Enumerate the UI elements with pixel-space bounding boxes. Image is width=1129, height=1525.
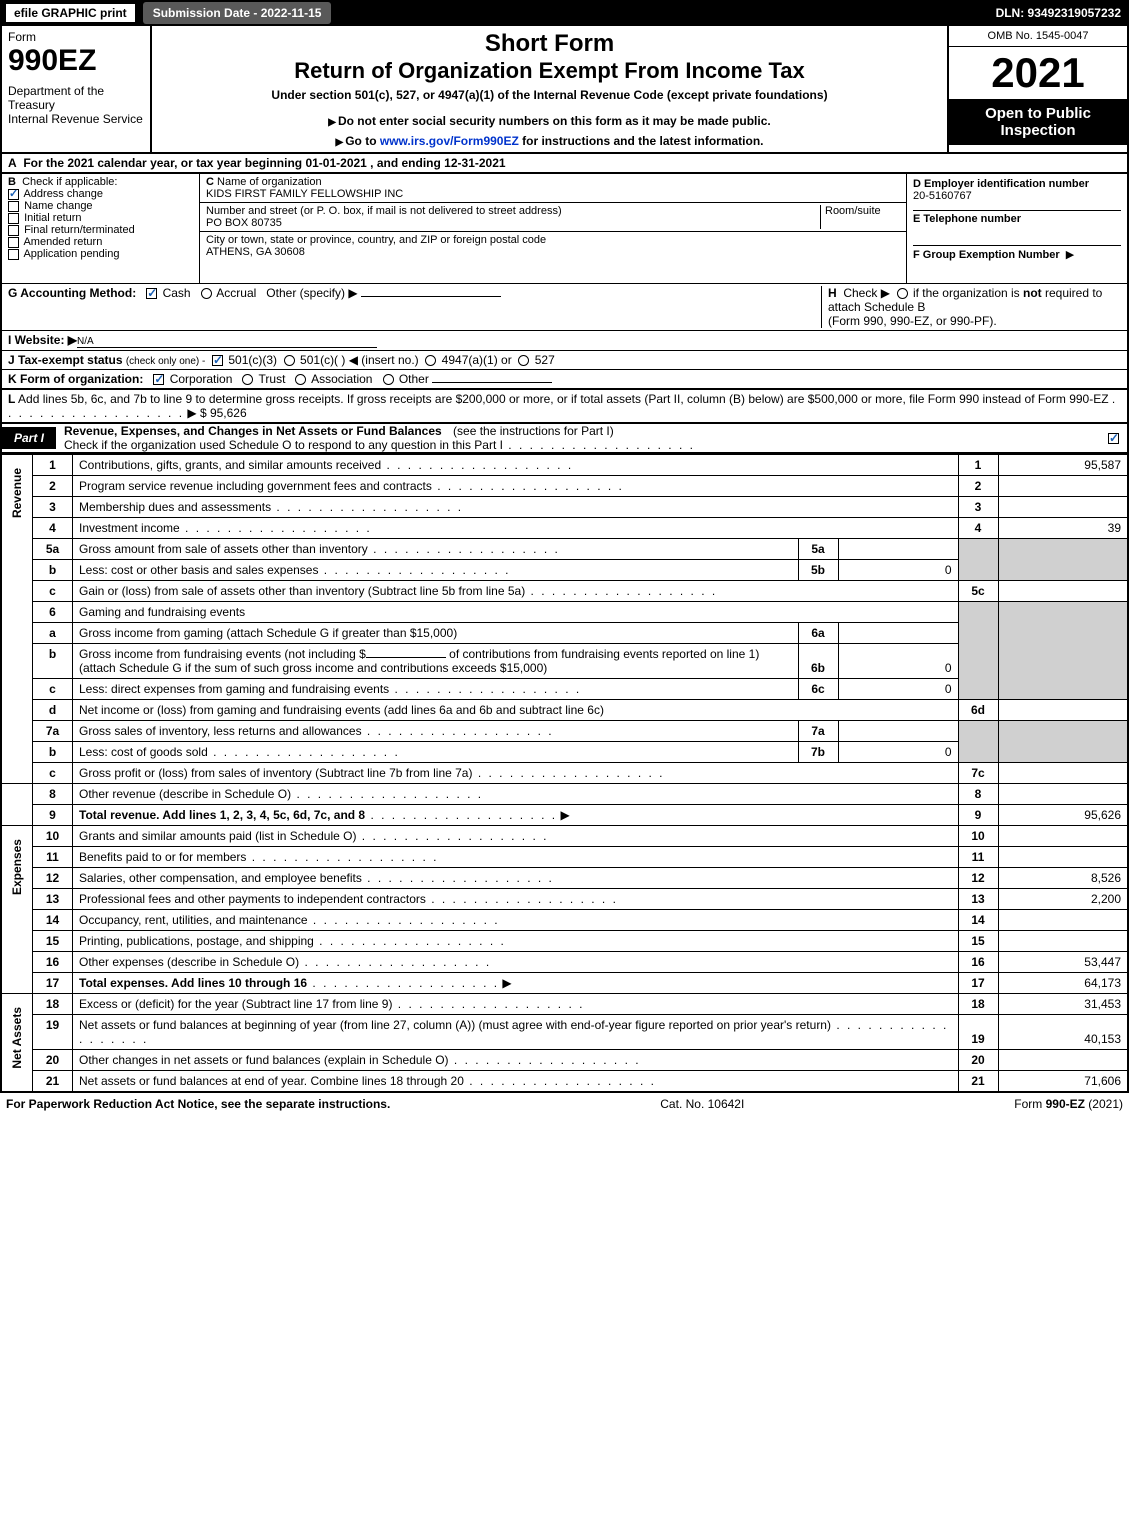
val-12: 8,526 <box>998 868 1128 889</box>
part-i-header: Part I Revenue, Expenses, and Changes in… <box>0 424 1129 454</box>
val-1: 95,587 <box>998 455 1128 476</box>
line-l: L Add lines 5b, 6c, and 7b to line 9 to … <box>0 390 1129 424</box>
main-table: Revenue 1Contributions, gifts, grants, a… <box>0 454 1129 1092</box>
val-16: 53,447 <box>998 952 1128 973</box>
irs-link[interactable]: www.irs.gov/Form990EZ <box>380 134 519 148</box>
form-ref: Form 990-EZ (2021) <box>1014 1097 1123 1111</box>
val-3 <box>998 497 1128 518</box>
other-radio[interactable] <box>383 374 394 385</box>
corp-checkbox[interactable] <box>153 374 164 385</box>
under-section: Under section 501(c), 527, or 4947(a)(1)… <box>160 88 939 102</box>
instr-ssn: Do not enter social security numbers on … <box>160 114 939 128</box>
cat-no: Cat. No. 10642I <box>660 1097 744 1111</box>
form-header: Form 990EZ Department of the Treasury In… <box>0 26 1129 154</box>
dept-treasury: Department of the Treasury <box>8 84 144 112</box>
info-block: B Check if applicable: Address change Na… <box>0 174 1129 284</box>
final-return-checkbox[interactable] <box>8 225 19 236</box>
footer: For Paperwork Reduction Act Notice, see … <box>0 1092 1129 1115</box>
4947-radio[interactable] <box>425 355 436 366</box>
omb-number: OMB No. 1545-0047 <box>949 26 1127 47</box>
val-6b: 0 <box>838 644 958 679</box>
open-public: Open to Public Inspection <box>949 99 1127 145</box>
revenue-vlabel: Revenue <box>8 458 26 528</box>
val-17: 64,173 <box>998 973 1128 994</box>
line-j: J Tax-exempt status (check only one) - 5… <box>0 351 1129 370</box>
col-c: C Name of organization KIDS FIRST FAMILY… <box>200 174 907 283</box>
room-suite: Room/suite <box>820 205 900 229</box>
part-i-check[interactable] <box>1108 433 1119 444</box>
cash-checkbox[interactable] <box>146 288 157 299</box>
val-18: 31,453 <box>998 994 1128 1015</box>
form-number: 990EZ <box>8 44 144 78</box>
line-k: K Form of organization: Corporation Trus… <box>0 370 1129 390</box>
org-name: KIDS FIRST FAMILY FELLOWSHIP INC <box>206 188 403 200</box>
section-a: A For the 2021 calendar year, or tax yea… <box>0 154 1129 174</box>
tax-year: 2021 <box>949 47 1127 99</box>
val-5b: 0 <box>838 560 958 581</box>
addr-change-checkbox[interactable] <box>8 189 19 200</box>
ein: 20-5160767 <box>913 190 972 202</box>
val-11 <box>998 847 1128 868</box>
form-word: Form <box>8 30 144 44</box>
line-g-h: G Accounting Method: Cash Accrual Other … <box>0 284 1129 331</box>
val-6c: 0 <box>838 679 958 700</box>
initial-return-checkbox[interactable] <box>8 213 19 224</box>
val-10 <box>998 826 1128 847</box>
val-14 <box>998 910 1128 931</box>
city: ATHENS, GA 30608 <box>206 246 305 258</box>
part-i-label: Part I <box>2 427 56 449</box>
val-19: 40,153 <box>998 1015 1128 1050</box>
501c3-checkbox[interactable] <box>212 355 223 366</box>
short-form-title: Short Form <box>160 30 939 58</box>
gross-receipts: $ 95,626 <box>200 406 247 420</box>
val-7b: 0 <box>838 742 958 763</box>
amended-return-checkbox[interactable] <box>8 237 19 248</box>
website: N/A <box>77 336 377 348</box>
val-6d <box>998 700 1128 721</box>
return-title: Return of Organization Exempt From Incom… <box>160 58 939 84</box>
val-20 <box>998 1050 1128 1071</box>
expenses-vlabel: Expenses <box>8 829 26 905</box>
trust-radio[interactable] <box>242 374 253 385</box>
val-7c <box>998 763 1128 784</box>
dln: DLN: 93492319057232 <box>996 6 1129 20</box>
val-8 <box>998 784 1128 805</box>
top-bar: efile GRAPHIC print Submission Date - 20… <box>0 0 1129 26</box>
efile-print[interactable]: efile GRAPHIC print <box>4 2 137 24</box>
net-assets-vlabel: Net Assets <box>8 997 26 1079</box>
app-pending-checkbox[interactable] <box>8 249 19 260</box>
val-2 <box>998 476 1128 497</box>
name-change-checkbox[interactable] <box>8 201 19 212</box>
val-21: 71,606 <box>998 1071 1128 1092</box>
val-13: 2,200 <box>998 889 1128 910</box>
accrual-radio[interactable] <box>201 288 212 299</box>
instr-goto: Go to www.irs.gov/Form990EZ for instruct… <box>160 134 939 148</box>
line-i: I Website: ▶N/A <box>0 331 1129 351</box>
val-9: 95,626 <box>998 805 1128 826</box>
val-4: 39 <box>998 518 1128 539</box>
val-5c <box>998 581 1128 602</box>
street: PO BOX 80735 <box>206 217 282 229</box>
col-d: D Employer identification number20-51607… <box>907 174 1127 283</box>
col-b: B Check if applicable: Address change Na… <box>2 174 200 283</box>
paperwork-notice: For Paperwork Reduction Act Notice, see … <box>6 1097 390 1111</box>
527-radio[interactable] <box>518 355 529 366</box>
schedule-b-radio[interactable] <box>897 288 908 299</box>
val-15 <box>998 931 1128 952</box>
501c-radio[interactable] <box>284 355 295 366</box>
submission-date: Submission Date - 2022-11-15 <box>143 2 332 24</box>
irs: Internal Revenue Service <box>8 112 144 126</box>
assoc-radio[interactable] <box>295 374 306 385</box>
